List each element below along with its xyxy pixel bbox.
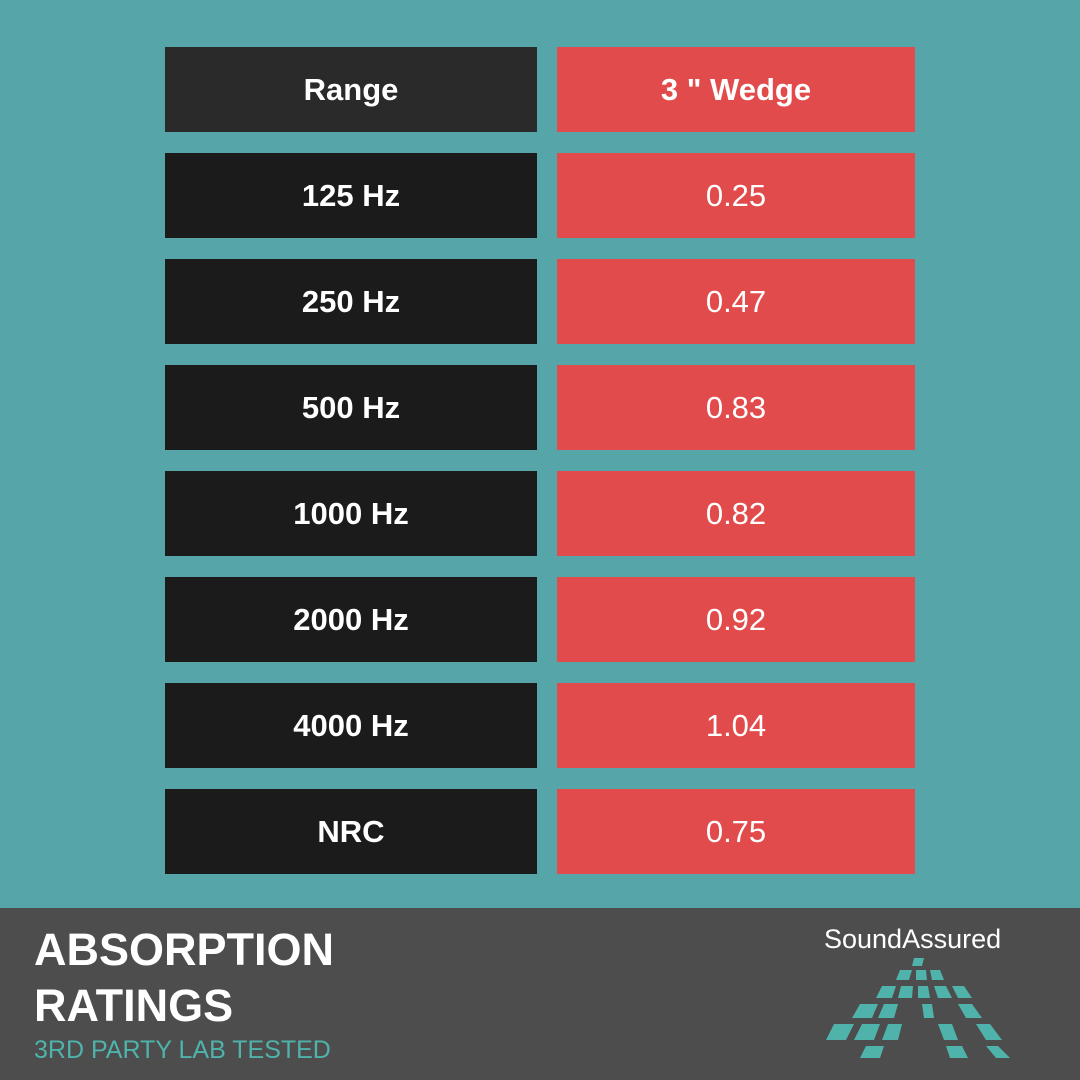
value-cell: 1.04	[557, 683, 915, 768]
range-cell: 4000 Hz	[165, 683, 537, 768]
range-cell: 1000 Hz	[165, 471, 537, 556]
range-cell: NRC	[165, 789, 537, 874]
header-cell: 3 " Wedge	[557, 47, 915, 132]
value-cell: 0.82	[557, 471, 915, 556]
title: ABSORPTION RATINGS	[34, 924, 335, 1031]
logo-graphic	[826, 958, 1010, 1058]
value-cell: 0.75	[557, 789, 915, 874]
header-cell: Range	[165, 47, 537, 132]
value-cell: 0.47	[557, 259, 915, 344]
range-cell: 2000 Hz	[165, 577, 537, 662]
range-cell: 250 Hz	[165, 259, 537, 344]
logo-text: SoundAssured	[824, 924, 1002, 954]
subtitle: 3RD PARTY LAB TESTED	[34, 1036, 331, 1064]
value-cell: 0.83	[557, 365, 915, 450]
footer: ABSORPTION RATINGS 3RD PARTY LAB TESTED …	[0, 908, 1080, 1080]
value-cell: 0.25	[557, 153, 915, 238]
value-cell: 0.92	[557, 577, 915, 662]
range-cell: 500 Hz	[165, 365, 537, 450]
range-cell: 125 Hz	[165, 153, 537, 238]
